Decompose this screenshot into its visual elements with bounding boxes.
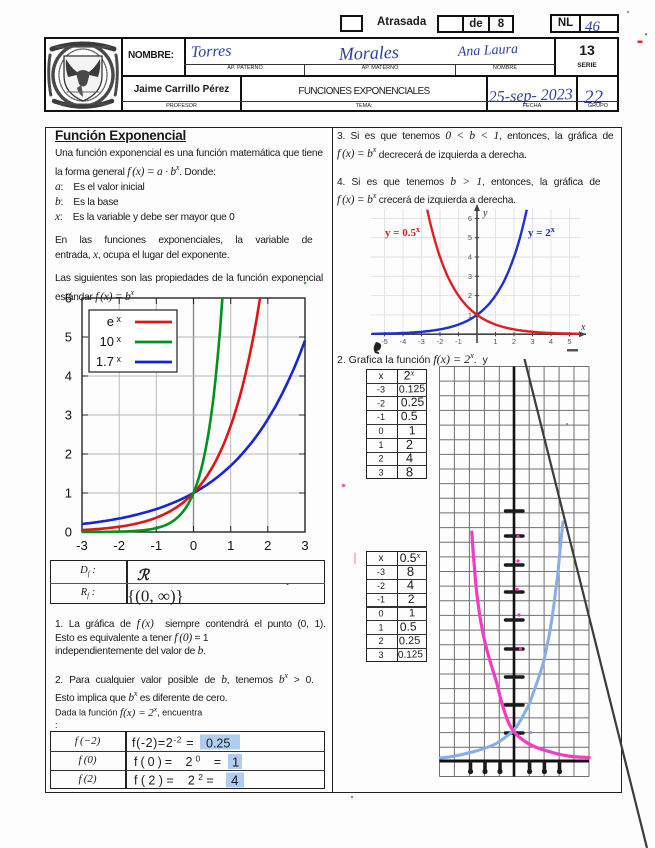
- svg-text:x: x: [379, 371, 384, 382]
- svg-text:-2: -2: [437, 337, 444, 346]
- svg-text:25-sep- 2023: 25-sep- 2023: [488, 86, 573, 106]
- svg-text:0.125: 0.125: [398, 649, 424, 661]
- svg-text:8: 8: [406, 464, 414, 479]
- svg-text:1: 1: [227, 538, 234, 553]
- svg-text:Ana Laura: Ana Laura: [456, 42, 518, 60]
- svg-text:1: 1: [65, 486, 72, 501]
- svg-text:-5: -5: [381, 337, 388, 346]
- svg-text:f(0)= 20 =: f(0)= 20 =: [134, 754, 224, 770]
- svg-text:3: 3: [65, 408, 72, 423]
- svg-text:-2: -2: [377, 398, 385, 408]
- svg-text:-1: -1: [377, 595, 385, 605]
- svg-text:5: 5: [65, 330, 72, 345]
- svg-text:0.5x: 0.5x: [400, 550, 421, 565]
- svg-text:4: 4: [407, 577, 415, 592]
- svg-text:-3: -3: [377, 385, 385, 395]
- svg-text:0: 0: [378, 609, 383, 619]
- svg-text:2: 2: [378, 454, 383, 464]
- svg-text:0.25: 0.25: [401, 395, 425, 410]
- svg-text:3: 3: [301, 538, 308, 553]
- svg-text:0: 0: [65, 525, 72, 540]
- svg-text:0.5: 0.5: [401, 409, 418, 424]
- svg-text:Torres: Torres: [191, 43, 232, 61]
- svg-text:4: 4: [231, 773, 239, 788]
- svg-text:1: 1: [378, 622, 383, 632]
- svg-text:5: 5: [468, 233, 472, 242]
- svg-text:8: 8: [407, 564, 415, 579]
- svg-text:-3: -3: [76, 538, 88, 553]
- svg-text:-3: -3: [418, 337, 425, 346]
- svg-text:0.125: 0.125: [399, 383, 426, 396]
- svg-text:2: 2: [406, 437, 414, 452]
- svg-text:0: 0: [190, 538, 197, 553]
- svg-text:1: 1: [493, 337, 497, 346]
- svg-text:-1: -1: [455, 337, 462, 346]
- svg-text:4: 4: [65, 369, 72, 384]
- svg-text:6: 6: [468, 214, 472, 223]
- svg-text:x: x: [379, 553, 384, 564]
- svg-text:x: x: [580, 322, 586, 333]
- svg-text:2x: 2x: [404, 368, 415, 383]
- svg-text:4: 4: [468, 253, 472, 262]
- svg-text:0: 0: [378, 426, 383, 436]
- svg-text:-1: -1: [377, 412, 385, 422]
- svg-text:4: 4: [549, 337, 553, 346]
- svg-text:6: 6: [65, 291, 72, 306]
- svg-text:-4: -4: [400, 337, 407, 346]
- svg-text:2: 2: [512, 337, 516, 346]
- svg-text:-3: -3: [377, 567, 385, 577]
- svg-text:Morales: Morales: [337, 42, 399, 64]
- svg-text:0.25: 0.25: [206, 737, 230, 751]
- svg-text:1: 1: [468, 310, 472, 319]
- svg-text:-2: -2: [113, 538, 125, 553]
- svg-text:f(-2)=2-2 =: f(-2)=2-2 =: [132, 735, 194, 751]
- svg-text:0.5: 0.5: [400, 619, 417, 634]
- svg-text:1: 1: [232, 755, 239, 770]
- svg-text:y: y: [482, 208, 488, 219]
- svg-text:f(2)= 22=: f(2)= 22=: [134, 772, 217, 788]
- svg-text:1: 1: [409, 423, 416, 437]
- svg-text:0.25: 0.25: [399, 635, 421, 648]
- svg-text:2: 2: [378, 636, 383, 646]
- svg-text:ℛ: ℛ: [137, 567, 151, 584]
- svg-text:2: 2: [65, 447, 72, 462]
- svg-text:46: 46: [585, 19, 601, 35]
- svg-text:2: 2: [468, 291, 472, 300]
- svg-text:1: 1: [409, 607, 416, 619]
- svg-text:2: 2: [264, 538, 271, 553]
- svg-text:2: 2: [408, 592, 415, 606]
- svg-text:-1: -1: [151, 538, 163, 553]
- svg-text:{(0, ∞)}: {(0, ∞)}: [127, 587, 184, 606]
- svg-text:-2: -2: [377, 581, 385, 591]
- svg-text:3: 3: [378, 467, 383, 477]
- svg-text:y = 2x: y = 2x: [528, 225, 555, 239]
- svg-text:3: 3: [378, 650, 383, 660]
- svg-text:3: 3: [530, 337, 534, 346]
- svg-text:y = 0.5x: y = 0.5x: [385, 225, 420, 239]
- svg-text:1: 1: [378, 440, 383, 450]
- svg-text:5: 5: [567, 337, 571, 346]
- svg-text:4: 4: [406, 450, 414, 465]
- svg-text:3: 3: [468, 272, 472, 281]
- svg-text:22: 22: [584, 87, 604, 108]
